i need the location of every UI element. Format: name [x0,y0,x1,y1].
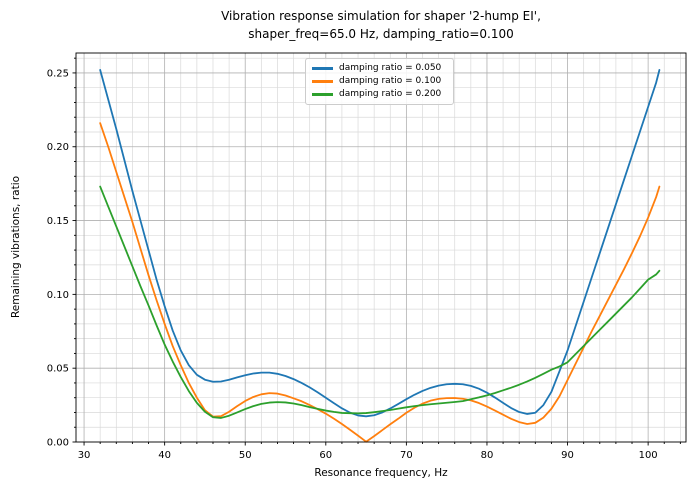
series-line-0 [99,69,661,418]
x-tick-label: 50 [239,450,252,461]
legend-line-sample [312,93,333,96]
series-lines [99,69,661,443]
x-tick-label: 100 [639,450,658,461]
legend-item: damping ratio = 0.100 [312,76,447,87]
legend-label: damping ratio = 0.100 [339,76,442,86]
plot-border [75,52,687,443]
y-tick-label: 0.10 [47,290,69,301]
x-tick-label: 40 [158,450,171,461]
x-axis-label: Resonance frequency, Hz [314,467,448,479]
legend-item: damping ratio = 0.200 [312,89,447,100]
legend-line-sample [312,67,333,70]
x-tick-label: 90 [561,450,574,461]
y-tick-label: 0.00 [47,438,69,449]
y-axis-label: Remaining vibrations, ratio [10,175,22,319]
gridlines-major [76,53,686,443]
series-line-2 [99,185,661,419]
axes [72,52,687,446]
y-tick-label: 0.15 [47,216,69,227]
legend-label: damping ratio = 0.200 [339,89,442,99]
legend: damping ratio = 0.050 damping ratio = 0.1… [305,58,454,105]
x-tick-label: 30 [78,450,91,461]
gridlines-minor [76,53,686,442]
legend-label: damping ratio = 0.050 [339,63,442,73]
x-tick-label: 80 [481,450,494,461]
y-tick-label: 0.25 [47,68,69,79]
y-tick-label: 0.05 [47,364,69,375]
chart-title: Vibration response simulation for shaper… [76,7,686,43]
x-tick-label: 60 [319,450,332,461]
series-line-1 [99,122,661,443]
chart-title-line1: Vibration response simulation for shaper… [221,9,541,23]
chart-title-line2: shaper_freq=65.0 Hz, damping_ratio=0.100 [248,27,514,41]
x-tick-label: 70 [400,450,413,461]
y-tick-label: 0.20 [47,142,69,153]
tick-labels: 30 40 50 60 70 80 90 100 0.00 0.05 0.10 0.15 0.20 0.2… [47,68,658,461]
legend-item: damping ratio = 0.050 [312,63,447,74]
legend-line-sample [312,80,333,83]
